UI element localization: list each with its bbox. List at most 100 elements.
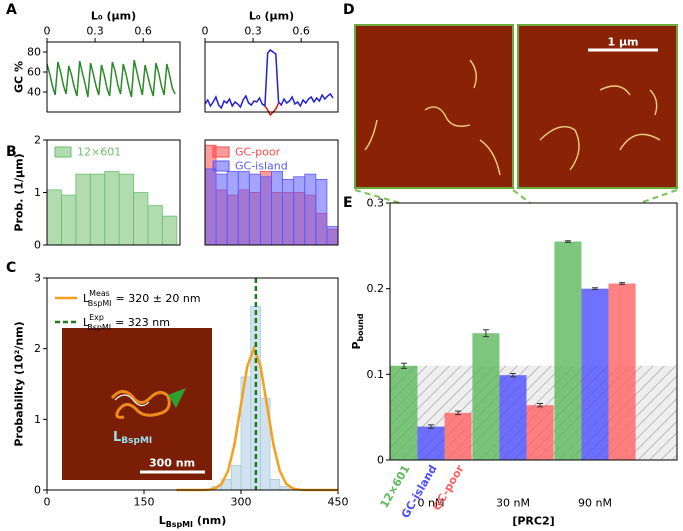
y-tick-label: 80 [27,46,41,59]
y-tick-label: 0.1 [367,368,385,381]
hist-bar [230,464,242,491]
axes-frame [46,139,181,246]
hist-bar [326,226,339,246]
hist-bar [161,215,178,246]
axes-frame [204,41,339,113]
bar [499,375,527,460]
chart: 0 1 2 12×601 [34,134,181,252]
hist-bar [315,178,328,246]
hist-bar [46,189,62,246]
legend-label-sub: BspMI [88,299,112,308]
hist-bar [271,171,283,246]
hist-bar [104,171,120,246]
legend-label-main: L [83,316,90,329]
y-tick-label: 2 [34,342,41,355]
y-tick-label: 2 [34,134,41,147]
legend-label: 12×601 [77,146,121,159]
hist-bar [260,176,272,246]
bar [472,333,500,460]
inset-label-main: L [113,430,121,445]
legend-label: LExp BspMI = 323 nm [83,313,170,332]
afm-images: 1 µm [354,24,678,204]
x-tick-label: 0 [44,496,51,509]
axes-frame [46,277,339,491]
error-bar [592,287,598,291]
inset-label: LBspMI [113,430,152,447]
x-axis-title: LBspMI (nm) [159,514,227,529]
legend-swatch [212,146,230,158]
y-tick-label: 0 [377,454,384,467]
hist-bar [147,205,163,246]
hist-bar [75,173,91,246]
x-tick-label: 300 [231,496,252,509]
hist-bar [279,486,290,491]
legend-label-rest: = 320 ± 20 nm [116,292,201,305]
x-axis-title: L₀ (µm) [249,10,294,23]
line [46,59,176,98]
error-bar [537,402,544,408]
error-bar [400,362,407,369]
y-axis-title: Probability (10²/nm) [13,321,26,446]
x-axis-title: L₀ (µm) [91,10,136,23]
bar [526,405,554,460]
legend-label-sub: BspMI [87,323,111,332]
bar [581,288,609,460]
x-tick-label: 0 nM [418,497,445,510]
hist-bar [61,194,77,246]
x-tick-label: 0.3 [244,25,262,38]
axes-frame [389,202,678,461]
x-tick-label: 450 [328,496,349,509]
y-tick-label: 3 [34,272,41,285]
inset-scale-label: 300 nm [149,457,195,470]
legend-swatch [212,160,230,172]
x-axis-title: [PRC2] [512,515,554,528]
error-bar [619,282,626,285]
inset-image: LBspMI 300 nm [62,328,212,480]
x-tick-label: 90 nM [578,497,612,510]
bar [417,426,445,460]
panel-label: E [343,195,353,211]
y-tick-label: 1 [34,186,41,199]
hist-bar [304,173,317,246]
y-tick-label: 0 [34,239,41,252]
hist-bar [226,171,239,246]
hist-bar [118,173,134,246]
bar [444,412,472,460]
error-bar [564,240,571,243]
legend-label-sup: Exp [89,313,104,322]
legend-label: GC-poor [235,146,281,159]
y-axis-title: GC % [13,61,26,93]
hist-bar [89,173,106,246]
y-axis-title: Prob. (1/µm) [13,153,26,231]
legend-label-rest: = 323 nm [115,316,170,329]
inset-label-sub: BspMI [121,436,152,446]
axes-frame [204,139,339,246]
hist-bar [293,176,306,246]
hist-bar [237,171,250,246]
line [264,102,280,117]
line [204,48,334,110]
hist-bar [282,178,295,246]
y-tick-label: 0.3 [367,197,385,210]
scale-bar-label: 1 µm [607,36,638,49]
error-bar [455,410,462,416]
legend-label: GC-island [235,160,288,173]
chart: 0 0.3 0.6 [202,25,339,117]
y-tick-label: 0 [34,484,41,497]
y-tick-label: 0.2 [367,282,385,295]
y-tick-label: 40 [27,86,41,99]
legend-label-main: L [83,292,90,305]
legend-label-sup: Meas [89,289,110,298]
x-tick-label: 0.3 [86,25,104,38]
axes-frame [46,41,181,113]
x-axis-title-main: L [159,514,166,527]
legend-swatch [54,146,72,158]
panel-label: B [6,144,17,160]
y-axis-title-sub: bound [356,313,365,341]
panel-label: D [343,2,355,18]
error-bar [510,372,516,378]
y-tick-label: 60 [27,66,41,79]
